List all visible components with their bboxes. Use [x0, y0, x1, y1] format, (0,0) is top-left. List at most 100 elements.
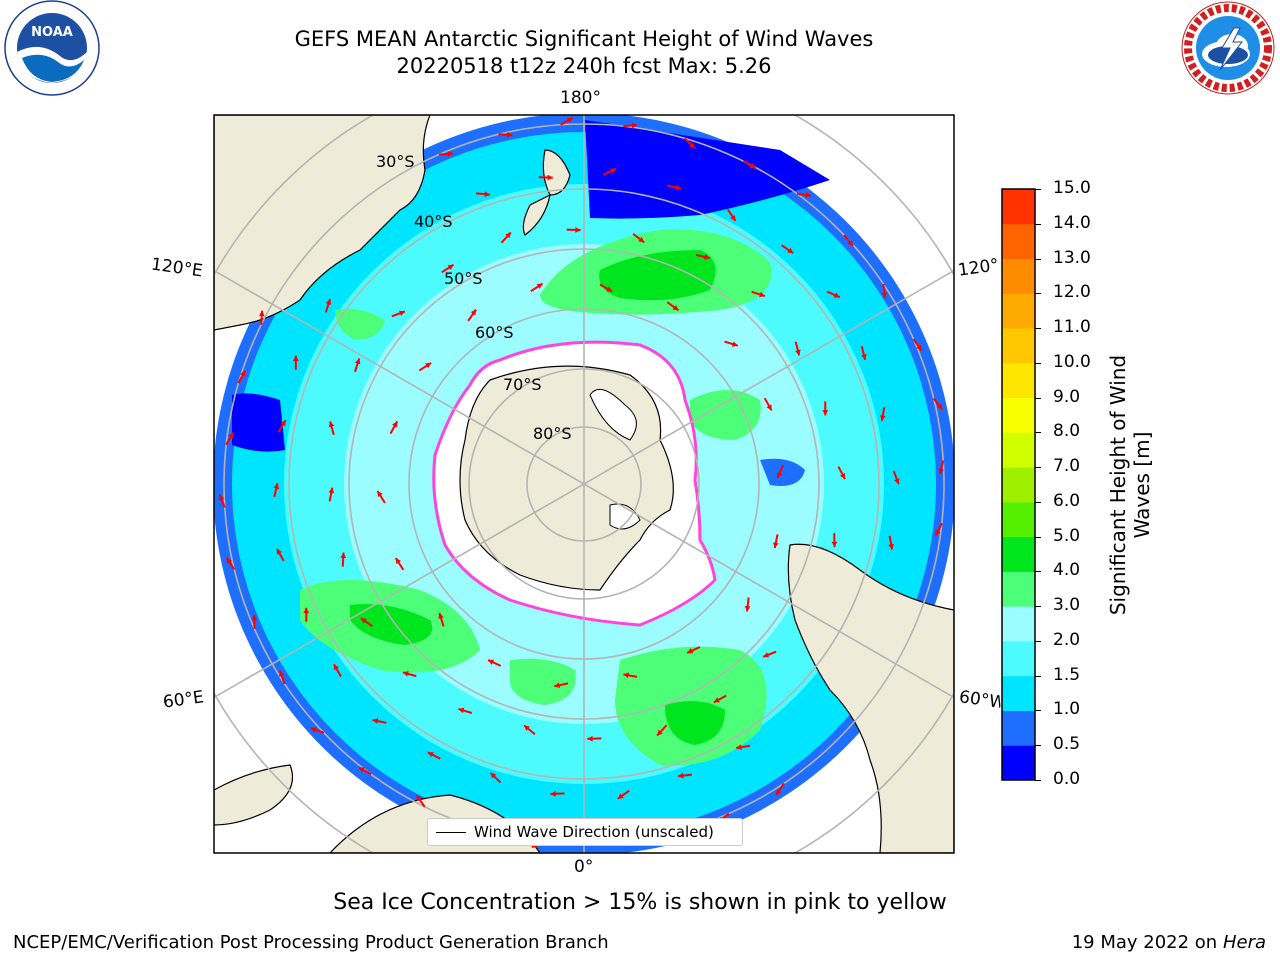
wave-region-south-atlantic-core — [665, 701, 725, 745]
map-legend: Wind Wave Direction (unscaled) — [427, 818, 743, 846]
wave-region-low-drake — [760, 458, 805, 486]
colorbar-tick-label: 13.0 — [1053, 247, 1091, 268]
wind-arrow-head — [894, 478, 900, 485]
colorbar-tick-label: 9.0 — [1053, 386, 1081, 407]
wind-arrow-head — [547, 174, 553, 181]
colorbar-segment — [1002, 536, 1035, 572]
wind-arrow-head — [251, 614, 258, 621]
wind-arrow-head — [280, 420, 286, 427]
wind-arrow-head — [333, 664, 340, 671]
wind-arrow-head — [507, 131, 513, 138]
colorbar-tick-mark — [1035, 536, 1041, 538]
lat-label-50s: 50°S — [444, 269, 483, 288]
colorbar-tick-mark — [1035, 397, 1041, 399]
colorbar-tick-mark — [1035, 362, 1041, 364]
colorbar-tick-label: 15.0 — [1053, 178, 1091, 198]
wave-region-central — [510, 658, 576, 705]
wave-region-low-pacific — [585, 120, 830, 219]
colorbar-segment — [1002, 571, 1035, 607]
colorbar-tick-label: 4.0 — [1053, 560, 1081, 581]
wind-arrow-head — [226, 557, 232, 564]
wind-arrow-head — [617, 793, 624, 799]
wind-arrow-head — [881, 292, 888, 298]
wind-arrow-head — [273, 483, 280, 490]
colorbar-tick-label: 2.0 — [1053, 629, 1081, 650]
chart-title-line1: GEFS MEAN Antarctic Significant Height o… — [294, 27, 874, 51]
wind-arrow-head — [278, 670, 285, 677]
wind-arrow-head — [833, 292, 840, 298]
wind-arrow-head — [524, 725, 530, 731]
colorbar-tick-label: 11.0 — [1053, 317, 1091, 338]
colorbar-tick-mark — [1035, 606, 1041, 608]
colorbar-tick-label: 10.0 — [1053, 351, 1091, 372]
colorbar — [1001, 188, 1036, 781]
lat-label-30s: 30°S — [376, 152, 415, 171]
wind-arrow-head — [935, 529, 941, 536]
wind-arrow-head — [888, 543, 894, 550]
wind-arrow-head — [360, 618, 367, 624]
noaa-logo: NOAA — [4, 0, 100, 96]
wind-arrow-head — [399, 310, 405, 316]
footer-date: 19 May 2022 on Hera — [1072, 932, 1266, 953]
colorbar-segment — [1002, 606, 1035, 642]
wind-arrow-head — [777, 472, 783, 479]
wind-arrow-head — [638, 236, 645, 243]
wind-arrow-head — [377, 490, 383, 497]
wind-arrow-head — [776, 789, 782, 796]
wind-arrow-head — [438, 613, 444, 619]
wind-arrow-head — [395, 558, 402, 565]
australia-landmass — [214, 115, 431, 331]
wind-arrow-head — [458, 707, 465, 714]
legend-label: Wind Wave Direction (unscaled) — [474, 823, 714, 841]
wind-arrow-head — [358, 767, 365, 773]
colorbar-segment — [1002, 640, 1035, 677]
wave-region-south-pacific-core — [599, 250, 716, 301]
colorbar-tick-mark — [1035, 571, 1041, 573]
wind-arrow-head — [772, 542, 779, 549]
wind-arrow-head — [550, 790, 556, 797]
wind-arrow-head — [587, 735, 593, 742]
colorbar-segment — [1002, 293, 1035, 329]
colorbar-tick-label: 3.0 — [1053, 595, 1081, 616]
wave-region-amundsen — [690, 390, 761, 440]
wind-arrow-head — [490, 772, 497, 779]
wind-arrow-head — [847, 239, 854, 246]
colorbar-segment — [1002, 328, 1035, 364]
footer-date-text: 19 May 2022 on — [1071, 932, 1218, 953]
wind-arrow-head — [839, 473, 846, 480]
wind-arrow-head — [672, 304, 679, 311]
wind-arrow-head — [239, 370, 246, 377]
colorbar-segment — [1002, 432, 1035, 468]
wind-arrow-head — [328, 421, 335, 428]
colorbar-label: Significant Height of Wind Waves [m] — [1106, 335, 1154, 635]
map-frame — [213, 114, 955, 854]
colorbar-segment — [1002, 745, 1035, 781]
colorbar-tick-mark — [1035, 189, 1041, 190]
wind-arrow-head — [505, 232, 511, 239]
wind-arrow-head — [228, 432, 234, 439]
wind-arrow-head — [427, 752, 434, 758]
colorbar-tick-label: 0.5 — [1053, 734, 1081, 755]
wind-arrow-head — [731, 341, 738, 347]
colorbar-tick-mark — [1035, 501, 1041, 503]
wind-arrow-head — [795, 349, 801, 356]
wind-arrow-head — [310, 727, 317, 733]
wind-arrows — [218, 117, 945, 849]
colorbar-segment — [1002, 675, 1035, 711]
wind-arrow-head — [354, 358, 361, 365]
wind-arrow-head — [744, 605, 751, 612]
wind-arrow-head — [488, 659, 495, 665]
wave-region-tasman — [335, 308, 385, 340]
wind-arrow-head — [766, 404, 772, 411]
colorbar-tick-mark — [1035, 328, 1041, 330]
colorbar-segment — [1002, 501, 1035, 538]
colorbar-tick-label: 6.0 — [1053, 490, 1081, 511]
wind-arrow-head — [657, 729, 663, 736]
wind-arrow-head — [879, 415, 886, 421]
colorbar-tick-label: 14.0 — [1053, 212, 1091, 233]
wind-arrow-head — [861, 353, 867, 360]
colorbar-segment — [1002, 397, 1035, 433]
legend-line-icon — [436, 831, 466, 833]
wind-arrow-head — [759, 291, 765, 298]
